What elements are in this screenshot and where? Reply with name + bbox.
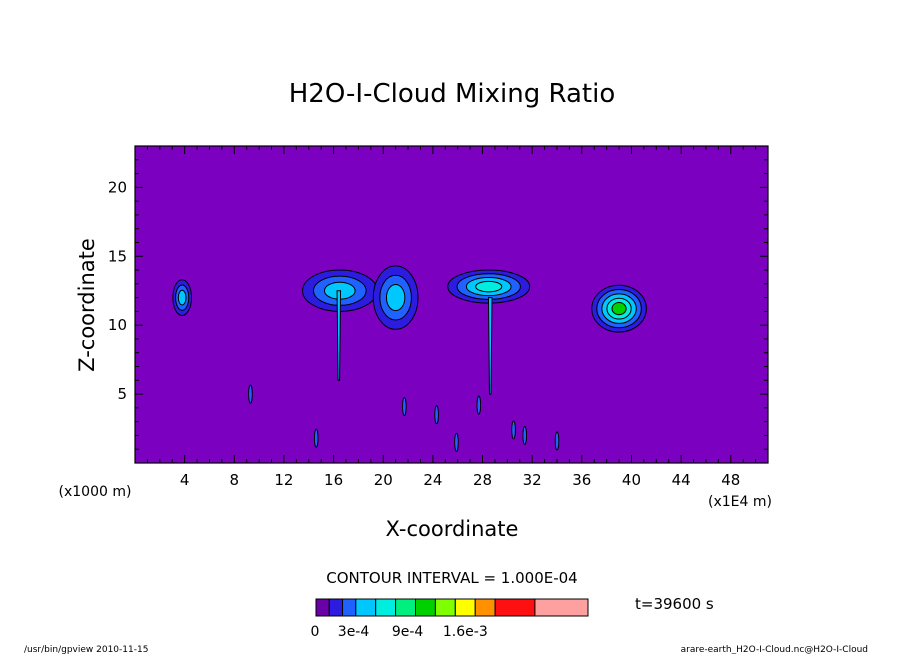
- y-tick-label: 10: [108, 316, 127, 334]
- x-tick-label: 28: [473, 471, 492, 489]
- small-cells: [248, 384, 560, 452]
- colorbar-swatch: [415, 598, 436, 617]
- small-cell: [554, 431, 560, 451]
- x-tick-label: 48: [721, 471, 740, 489]
- x-tick-label: 24: [423, 471, 442, 489]
- contour-interval-text: CONTOUR INTERVAL = 1.000E-04: [326, 569, 577, 587]
- y-axis-label: Z-coordinate: [75, 238, 99, 372]
- stem: [487, 297, 493, 395]
- x-tick-label: 4: [180, 471, 190, 489]
- cloud-contour-level: [475, 280, 503, 293]
- cloud-0: [172, 279, 192, 317]
- plot-background: [135, 146, 768, 463]
- x-tick-label: 12: [274, 471, 293, 489]
- x-axis-label: X-coordinate: [386, 517, 519, 541]
- colorbar-swatch: [434, 598, 456, 617]
- small-cell: [402, 397, 407, 416]
- cloud-2: [372, 265, 419, 330]
- colorbar-swatch: [494, 598, 536, 617]
- colorbar-swatch: [534, 598, 589, 617]
- colorbar-swatch: [355, 598, 377, 617]
- y-tick-label: 20: [108, 178, 127, 196]
- small-cell: [454, 432, 459, 452]
- x-unit-right: (x1E4 m): [708, 494, 772, 510]
- cloud-contour-level: [177, 289, 187, 306]
- small-cell: [313, 428, 319, 448]
- x-tick-label: 20: [374, 471, 393, 489]
- footer-left: /usr/bin/gpview 2010-11-15: [24, 645, 148, 654]
- small-cell: [434, 405, 439, 425]
- x-axis-ticks: 4 8 12 16 20 24 28 32 36 40 44 48: [146, 146, 757, 489]
- y-tick-label: 15: [108, 247, 127, 265]
- colorbar-swatch: [328, 598, 344, 617]
- small-cell: [511, 420, 516, 440]
- updraft-stems: [336, 290, 493, 395]
- cloud-4: [591, 284, 647, 333]
- x-tick-label: 32: [523, 471, 542, 489]
- small-cell: [522, 425, 527, 445]
- colorbar-swatch: [342, 598, 357, 617]
- cloud-contour-level: [385, 284, 406, 312]
- cloud-3: [447, 269, 531, 304]
- colorbar-labels: 0 3e-4 9e-4 1.6e-3: [311, 624, 488, 640]
- colorbar-swatch: [395, 598, 417, 617]
- colorbar-swatch: [474, 598, 496, 617]
- plot-frame: [134, 145, 769, 464]
- colorbar-label: 3e-4: [338, 624, 370, 640]
- footer-right: arare-earth_H2O-I-Cloud.nc@H2O-I-Cloud: [681, 645, 868, 654]
- colorbar-label: 9e-4: [392, 624, 424, 640]
- cloud-contour-level: [611, 302, 627, 316]
- colorbar-label: 1.6e-3: [443, 624, 488, 640]
- x-tick-label: 8: [230, 471, 240, 489]
- small-cell: [476, 395, 482, 415]
- colorbar-swatch: [315, 598, 330, 617]
- plot-area: [134, 145, 769, 464]
- chart-title: H2O-I-Cloud Mixing Ratio: [289, 79, 616, 109]
- x-unit-left: (x1000 m): [59, 484, 132, 500]
- cloud-contours: [172, 265, 647, 333]
- y-tick-label: 5: [117, 385, 127, 403]
- time-text: t=39600 s: [635, 595, 714, 613]
- x-tick-label: 44: [672, 471, 691, 489]
- colorbar: [315, 598, 589, 617]
- x-tick-label: 36: [572, 471, 591, 489]
- colorbar-label: 0: [311, 624, 320, 640]
- small-cell: [248, 384, 253, 404]
- y-axis-ticks: 5 10 15 20: [108, 159, 768, 450]
- stem: [336, 290, 342, 381]
- x-tick-label: 16: [324, 471, 343, 489]
- x-tick-label: 40: [622, 471, 641, 489]
- colorbar-swatch: [454, 598, 476, 617]
- colorbar-swatch: [375, 598, 397, 617]
